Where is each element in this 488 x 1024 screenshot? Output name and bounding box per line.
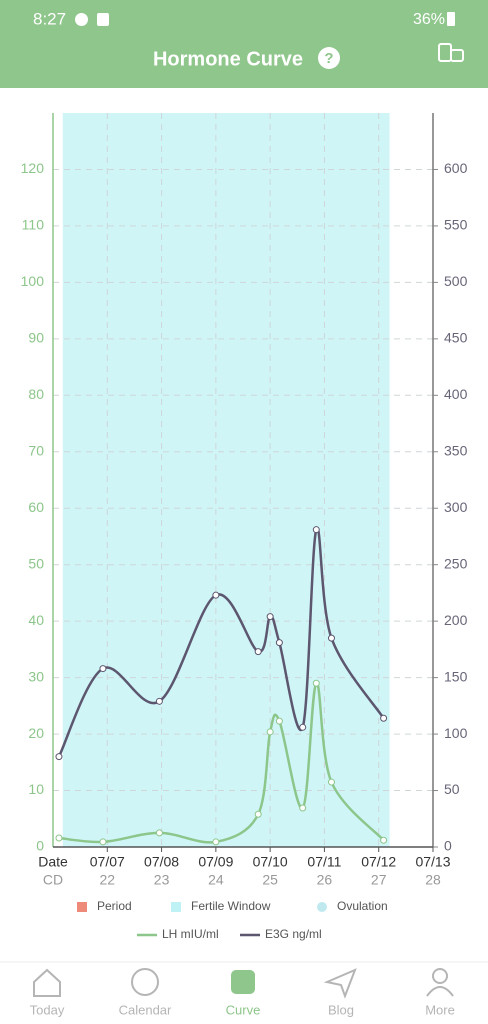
data-point: [327, 634, 335, 642]
y-tick-label: 80: [28, 386, 44, 402]
data-point: [275, 639, 283, 647]
data-point: [266, 728, 274, 736]
legend-swatch: [171, 902, 181, 912]
y2-tick-label: 400: [444, 386, 468, 402]
nav-icon[interactable]: [432, 968, 448, 984]
legend-label: Ovulation: [337, 899, 388, 913]
data-point: [55, 753, 63, 761]
help-icon-glyph[interactable]: ?: [324, 50, 333, 67]
x-axis-sublabel: CD: [43, 872, 63, 888]
cd-label: 25: [262, 872, 278, 888]
y2-tick-label: 100: [444, 725, 468, 741]
legend-swatch: [77, 902, 87, 912]
y-tick-label: 50: [28, 555, 44, 571]
y2-tick-label: 0: [444, 838, 452, 854]
help-icon[interactable]: [318, 47, 340, 69]
y-tick-label: 30: [28, 668, 44, 684]
y2-tick-label: 150: [444, 668, 468, 684]
y-tick-label: 10: [28, 781, 44, 797]
data-point: [212, 838, 220, 846]
y2-tick-label: 550: [444, 217, 468, 233]
chart: 0 10 20 30 40 50 60 70 80 90 100 110 120 0 50 100 150 200…: [21, 113, 468, 941]
nav-label[interactable]: Curve: [226, 1002, 261, 1017]
y-tick-label: 110: [22, 217, 45, 233]
x-tick-label: 07/12: [361, 854, 396, 870]
legend-swatch: [317, 902, 327, 912]
nav-label[interactable]: Calendar: [119, 1002, 172, 1017]
fertile-window: [62, 113, 390, 847]
nav-icon[interactable]: [131, 968, 159, 996]
y-tick-label: 0: [36, 838, 44, 854]
data-point: [380, 714, 388, 722]
data-point: [299, 723, 307, 731]
status-battery: 36%: [413, 11, 445, 28]
header-title: Hormone Curve: [153, 48, 303, 70]
legend-label: LH mIU/ml: [162, 927, 219, 941]
x-tick-label: 07/07: [90, 854, 125, 870]
cd-label: 27: [371, 872, 387, 888]
data-point: [266, 613, 274, 621]
y-tick-label: 100: [21, 273, 45, 289]
y-tick-label: 60: [28, 499, 44, 515]
y2-tick-label: 500: [444, 273, 468, 289]
data-point: [99, 665, 107, 673]
data-point: [275, 717, 283, 725]
x-tick-label: 07/11: [307, 854, 341, 870]
nav-label[interactable]: Today: [30, 1002, 65, 1017]
cd-label: 24: [208, 872, 224, 888]
bottom-nav: Today Calendar Curve Blog More: [30, 968, 455, 1017]
y-tick-label: 40: [28, 612, 44, 628]
legend-label: Period: [97, 899, 132, 913]
cd-label: 23: [154, 872, 170, 888]
y-tick-label: 70: [28, 442, 44, 458]
data-point: [155, 829, 163, 837]
nav-label[interactable]: Blog: [328, 1002, 354, 1017]
battery-icon: [447, 12, 455, 26]
y2-tick-label: 50: [444, 781, 460, 797]
data-point: [99, 838, 107, 846]
nav-icon[interactable]: [231, 970, 255, 994]
x-tick-label: 07/10: [253, 854, 288, 870]
data-point: [155, 697, 163, 705]
y-tick-label: 120: [21, 160, 45, 176]
data-point: [327, 778, 335, 786]
cd-label: 28: [425, 872, 441, 888]
data-point: [380, 836, 388, 844]
nav-icon[interactable]: [426, 986, 454, 997]
legend-label: Fertile Window: [191, 899, 271, 913]
legend-label: E3G ng/ml: [265, 927, 322, 941]
y2-tick-label: 600: [444, 160, 468, 176]
nav-icon[interactable]: [33, 968, 61, 997]
y2-tick-label: 200: [444, 612, 468, 628]
data-point: [212, 591, 220, 599]
status-icon: [75, 13, 88, 26]
y2-tick-label: 450: [444, 330, 468, 346]
cd-label: 26: [317, 872, 333, 888]
x-tick-label: 07/08: [144, 854, 179, 870]
data-point: [254, 648, 262, 656]
switch-icon: [450, 49, 464, 62]
y2-tick-label: 250: [444, 555, 468, 571]
y2-tick-label: 350: [444, 442, 468, 458]
cd-label: 22: [99, 872, 115, 888]
data-point: [55, 834, 63, 842]
data-point: [299, 804, 307, 812]
status-icon: [97, 13, 109, 26]
y-tick-label: 90: [28, 330, 44, 346]
data-point: [312, 679, 320, 687]
nav-label[interactable]: More: [425, 1002, 455, 1017]
x-tick-label: 07/13: [415, 854, 450, 870]
status-time: 8:27: [33, 9, 66, 28]
data-point: [254, 810, 262, 818]
nav-icon[interactable]: [323, 968, 357, 999]
x-tick-label: 07/09: [198, 854, 233, 870]
x-axis-label: Date: [38, 854, 68, 870]
y-tick-label: 20: [28, 725, 44, 741]
y2-tick-label: 300: [444, 499, 468, 515]
data-point: [312, 526, 320, 534]
